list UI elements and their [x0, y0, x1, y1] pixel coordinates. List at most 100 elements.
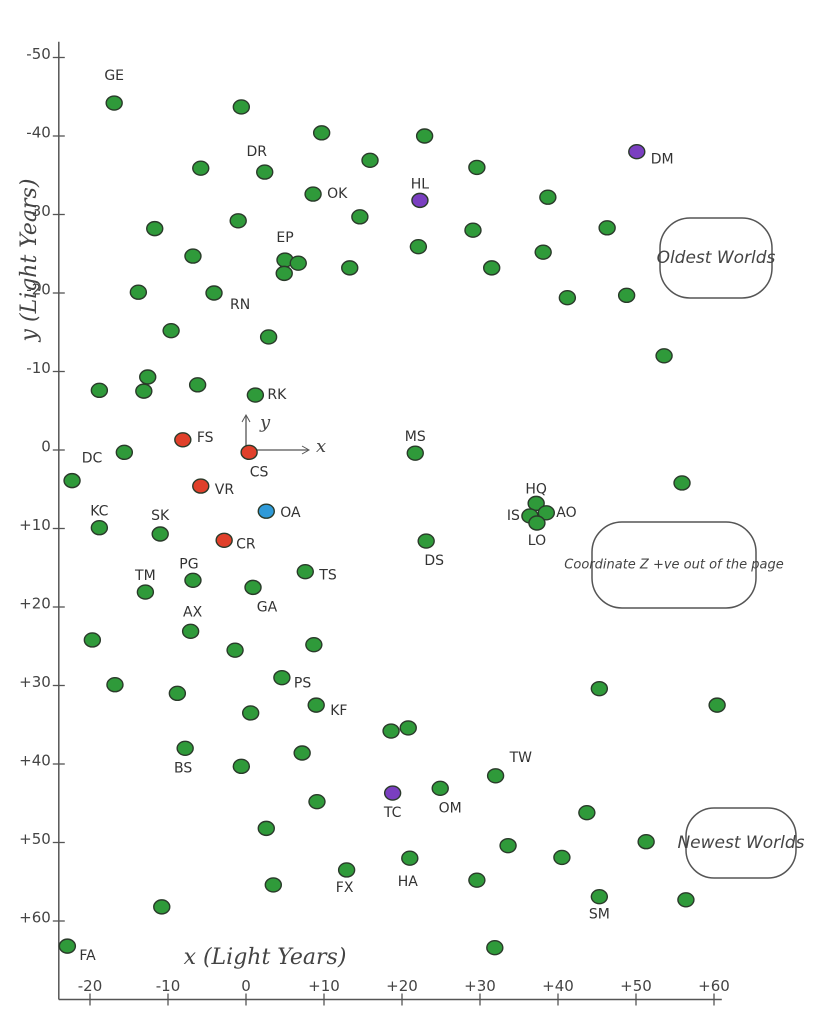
world-point	[464, 222, 482, 238]
world-label: DC	[82, 450, 103, 466]
world-point	[256, 164, 274, 180]
world-point	[257, 820, 275, 837]
x-tick-label: +40	[542, 977, 574, 995]
world-point	[188, 377, 207, 393]
world-label: HA	[398, 874, 419, 890]
world-point	[655, 348, 673, 364]
origin-axis-label: y	[259, 412, 271, 433]
world-point	[135, 383, 153, 399]
world-label: KC	[90, 504, 108, 520]
note-box	[659, 217, 773, 299]
world-point	[174, 432, 192, 448]
world-point	[708, 697, 726, 713]
world-label: SM	[589, 907, 610, 923]
y-tick-label: 0	[41, 438, 51, 456]
world-point	[293, 745, 311, 761]
world-point	[136, 584, 155, 600]
world-point	[483, 260, 501, 276]
world-point	[226, 642, 244, 658]
world-label: TC	[383, 805, 402, 821]
world-point	[677, 892, 695, 908]
world-point	[162, 322, 180, 339]
world-point	[617, 287, 636, 304]
world-point	[527, 495, 545, 512]
world-point	[553, 849, 571, 866]
world-point	[181, 623, 200, 640]
x-tick-label: 0	[241, 977, 251, 995]
world-point	[308, 793, 326, 810]
world-point	[528, 515, 546, 531]
world-label: DS	[424, 553, 444, 569]
world-point	[83, 632, 102, 648]
world-point	[176, 740, 194, 756]
x-tick-label: -10	[156, 977, 181, 995]
world-label: SK	[151, 508, 170, 524]
world-point	[537, 505, 555, 521]
world-point	[468, 159, 486, 176]
world-label: MS	[405, 429, 426, 445]
y-tick-label: +10	[19, 516, 51, 534]
world-label: TM	[134, 568, 156, 584]
y-tick-label: +40	[19, 752, 51, 770]
world-point	[63, 472, 81, 489]
world-point	[307, 697, 325, 713]
annotation: Newest Worlds	[677, 833, 804, 853]
world-point	[257, 503, 275, 519]
world-label: CR	[236, 536, 256, 552]
world-point	[232, 758, 251, 775]
annotation: Coordinate Z +ve out of the page	[564, 558, 783, 573]
world-point	[205, 285, 223, 301]
world-label: RN	[230, 297, 250, 313]
world-point	[382, 723, 400, 739]
y-tick-label: +60	[19, 909, 51, 927]
world-label: DM	[651, 152, 674, 168]
x-tick-label: +30	[464, 977, 496, 995]
world-point	[383, 785, 402, 801]
world-point	[401, 850, 419, 866]
world-label: TW	[509, 750, 533, 766]
world-label: KF	[330, 703, 347, 719]
world-label: OK	[327, 186, 348, 202]
world-point	[361, 152, 379, 169]
world-label: CS	[250, 464, 269, 480]
world-point	[590, 680, 609, 697]
world-point	[578, 804, 596, 821]
y-tick-label: +30	[19, 673, 51, 691]
world-label: DR	[246, 144, 267, 160]
world-label: OM	[439, 800, 462, 816]
world-label: IS	[507, 508, 520, 524]
note-box	[685, 807, 797, 879]
world-point	[337, 862, 356, 878]
arrow-head	[301, 445, 311, 455]
annotation: Oldest Worlds	[657, 248, 776, 268]
x-tick-label: +10	[308, 977, 340, 995]
world-label: AX	[183, 604, 203, 620]
world-point	[246, 387, 265, 403]
world-point	[296, 563, 314, 580]
world-label: PG	[179, 556, 198, 572]
world-point	[486, 768, 505, 784]
world-point	[106, 677, 124, 693]
world-label: PS	[294, 676, 311, 692]
note-box	[591, 521, 757, 609]
world-point	[215, 532, 233, 548]
world-point	[259, 329, 278, 345]
world-point	[673, 475, 691, 491]
world-point	[637, 834, 655, 850]
world-point	[351, 209, 369, 225]
x-tick-label: +60	[698, 977, 730, 995]
world-point	[90, 520, 109, 536]
world-label: TS	[318, 568, 337, 584]
world-point	[168, 685, 187, 702]
world-point	[129, 284, 148, 300]
world-point	[192, 160, 210, 176]
world-point	[90, 382, 109, 399]
world-label: RK	[267, 387, 287, 403]
world-point	[275, 265, 293, 282]
world-point	[115, 444, 134, 461]
world-label: LO	[528, 533, 546, 549]
world-point	[598, 220, 616, 236]
world-point	[139, 369, 157, 385]
world-label: GE	[104, 68, 124, 84]
y-tick-label: -50	[26, 45, 51, 63]
